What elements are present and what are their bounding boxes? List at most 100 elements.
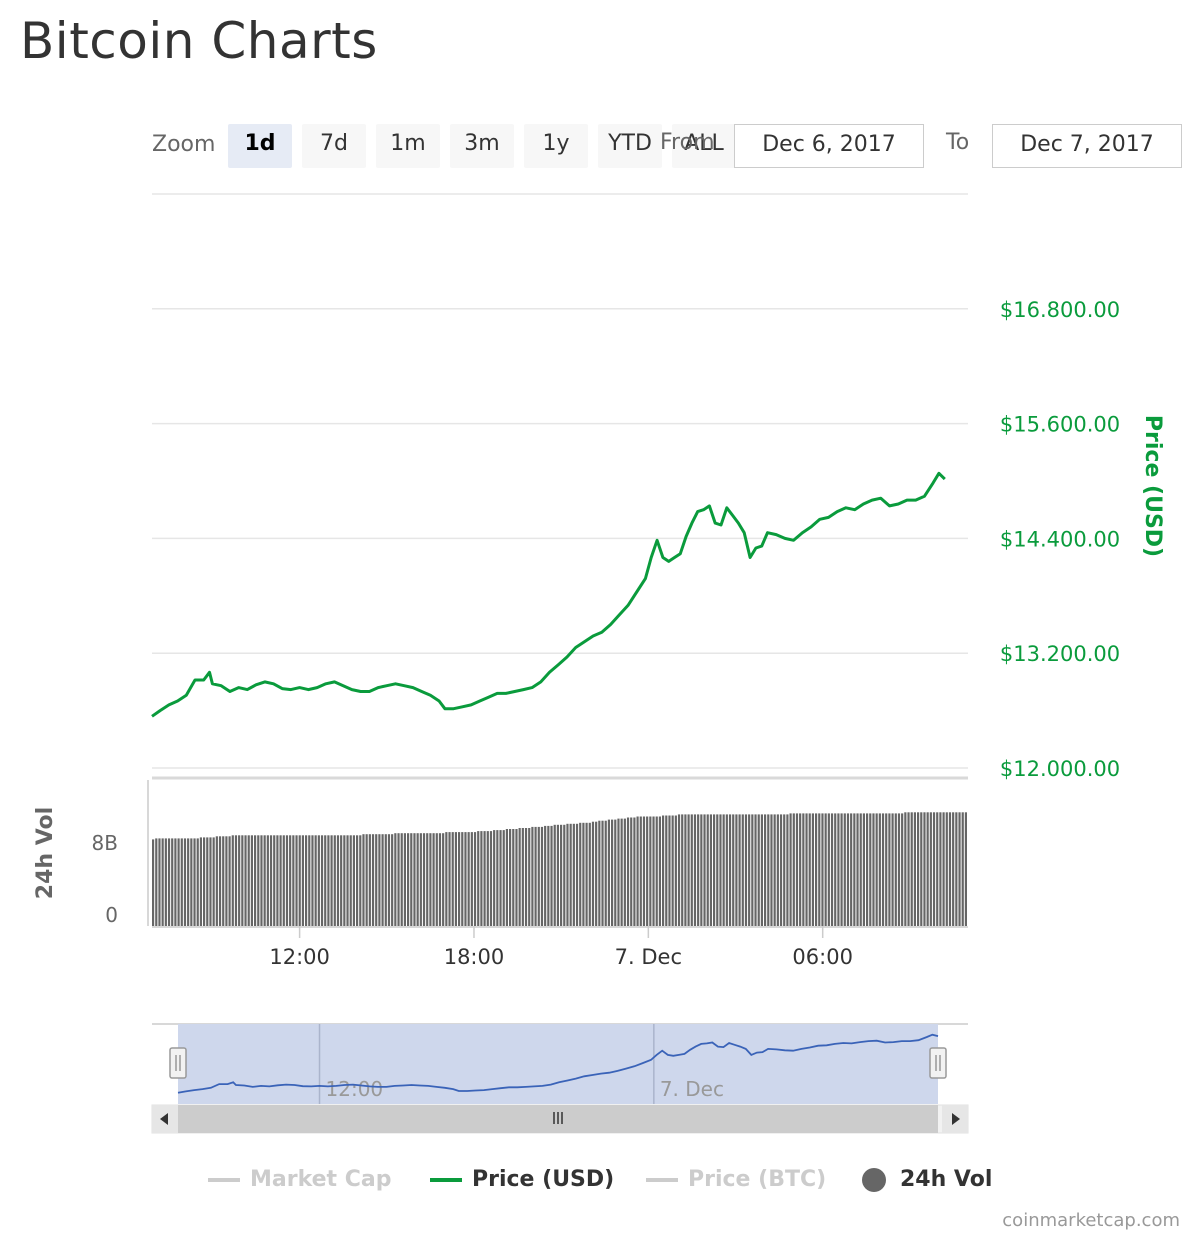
volume-column (575, 823, 579, 926)
volume-column (512, 829, 515, 926)
to-date-input[interactable]: Dec 7, 2017 (992, 124, 1182, 168)
credits-link[interactable]: coinmarketcap.com (1002, 1210, 1180, 1231)
volume-column (601, 820, 604, 926)
volume-column (359, 835, 362, 926)
navigator-series-line (177, 1033, 939, 1094)
price-tick-label: $12.000.00 (1000, 757, 1120, 781)
volume-column (247, 835, 250, 926)
volume-column (732, 814, 735, 926)
volume-column (521, 828, 524, 926)
legend-item-price-usd[interactable]: Price (USD) (430, 1160, 614, 1200)
volume-column (180, 838, 183, 926)
volume-column (241, 835, 244, 926)
navigator-tick-label: 12:00 (326, 1077, 384, 1101)
volume-column (362, 834, 365, 926)
volume-column (289, 835, 292, 926)
volume-tick-label: 8B (92, 831, 118, 855)
volume-column (805, 813, 808, 926)
x-tick-label: 7. Dec (615, 945, 682, 969)
volume-column (662, 815, 665, 926)
volume-column (378, 834, 381, 926)
volume-column (955, 812, 958, 926)
volume-column (802, 813, 805, 926)
volume-column (499, 830, 502, 926)
volume-column (231, 835, 234, 926)
volume-column (783, 814, 786, 926)
navigator-scrollbar[interactable] (151, 1104, 969, 1134)
legend-label: 24h Vol (900, 1167, 993, 1192)
to-label: To (946, 130, 970, 155)
volume-column (493, 830, 496, 926)
volume-column (869, 813, 872, 926)
volume-column (422, 833, 426, 926)
volume-column (926, 812, 929, 926)
navigator-left-handle[interactable] (169, 1047, 187, 1079)
volume-column (754, 814, 757, 926)
volume-axis: 0 8B (92, 831, 118, 927)
chart-legend: Market Cap Price (USD) Price (BTC) 24h Vol (0, 1160, 1200, 1200)
volume-column (722, 814, 725, 926)
volume-column (626, 817, 630, 926)
volume-column (894, 813, 897, 926)
navigator-selection[interactable] (178, 1024, 938, 1104)
legend-item-market-cap[interactable]: Market Cap (208, 1160, 391, 1200)
volume-column (470, 832, 473, 926)
legend-item-price-btc[interactable]: Price (BTC) (646, 1160, 826, 1200)
zoom-button-1m[interactable]: 1m (376, 124, 440, 168)
volume-column (333, 835, 336, 926)
volume-column (611, 819, 614, 926)
zoom-button-1d[interactable]: 1d (228, 124, 292, 168)
volume-column (327, 835, 330, 926)
scrollbar-left-arrow[interactable] (152, 1105, 178, 1133)
zoom-button-all[interactable]: ALL (672, 124, 736, 168)
volume-column (748, 814, 751, 926)
legend-item-24h-vol[interactable]: 24h Vol (862, 1160, 992, 1200)
volume-column (572, 823, 575, 926)
scrollbar-right-arrow[interactable] (942, 1105, 968, 1133)
volume-column (375, 834, 378, 926)
zoom-button-3m[interactable]: 3m (450, 124, 514, 168)
volume-column (582, 822, 585, 926)
volume-column (534, 826, 537, 926)
navigator[interactable]: 12:00 7. Dec (151, 1023, 969, 1134)
volume-column (174, 838, 177, 926)
volume-column (770, 814, 773, 926)
volume-column (910, 812, 913, 926)
volume-column (225, 836, 228, 926)
zoom-button-1y[interactable]: 1y (524, 124, 588, 168)
zoom-button-7d[interactable]: 7d (302, 124, 366, 168)
volume-column (665, 815, 668, 926)
volume-column (419, 833, 422, 926)
volume-column (792, 813, 795, 926)
volume-column (222, 836, 225, 926)
volume-column (846, 813, 850, 926)
volume-column (757, 814, 760, 926)
volume-column (515, 829, 518, 926)
volume-column (164, 838, 167, 926)
volume-column (741, 814, 744, 926)
volume-column (830, 813, 834, 926)
volume-column (445, 832, 448, 926)
volume-column (528, 828, 531, 926)
volume-column (779, 814, 783, 926)
volume-column (932, 812, 936, 926)
volume-column (228, 836, 231, 926)
volume-column (897, 813, 901, 926)
volume-column (553, 824, 556, 926)
volume-column (509, 829, 512, 926)
volume-column (569, 823, 572, 926)
volume-column (298, 835, 301, 926)
volume-column (936, 812, 939, 926)
volume-column (308, 835, 311, 926)
volume-column (473, 832, 477, 926)
volume-column (827, 813, 830, 926)
price-tick-label: $13.200.00 (1000, 642, 1120, 666)
volume-column (340, 835, 343, 926)
volume-column (397, 833, 400, 926)
zoom-button-ytd[interactable]: YTD (598, 124, 662, 168)
from-date-input[interactable]: Dec 6, 2017 (734, 124, 924, 168)
volume-column (776, 814, 779, 926)
volume-column (639, 816, 642, 926)
navigator-right-handle[interactable] (929, 1047, 947, 1079)
volume-column (859, 813, 862, 926)
